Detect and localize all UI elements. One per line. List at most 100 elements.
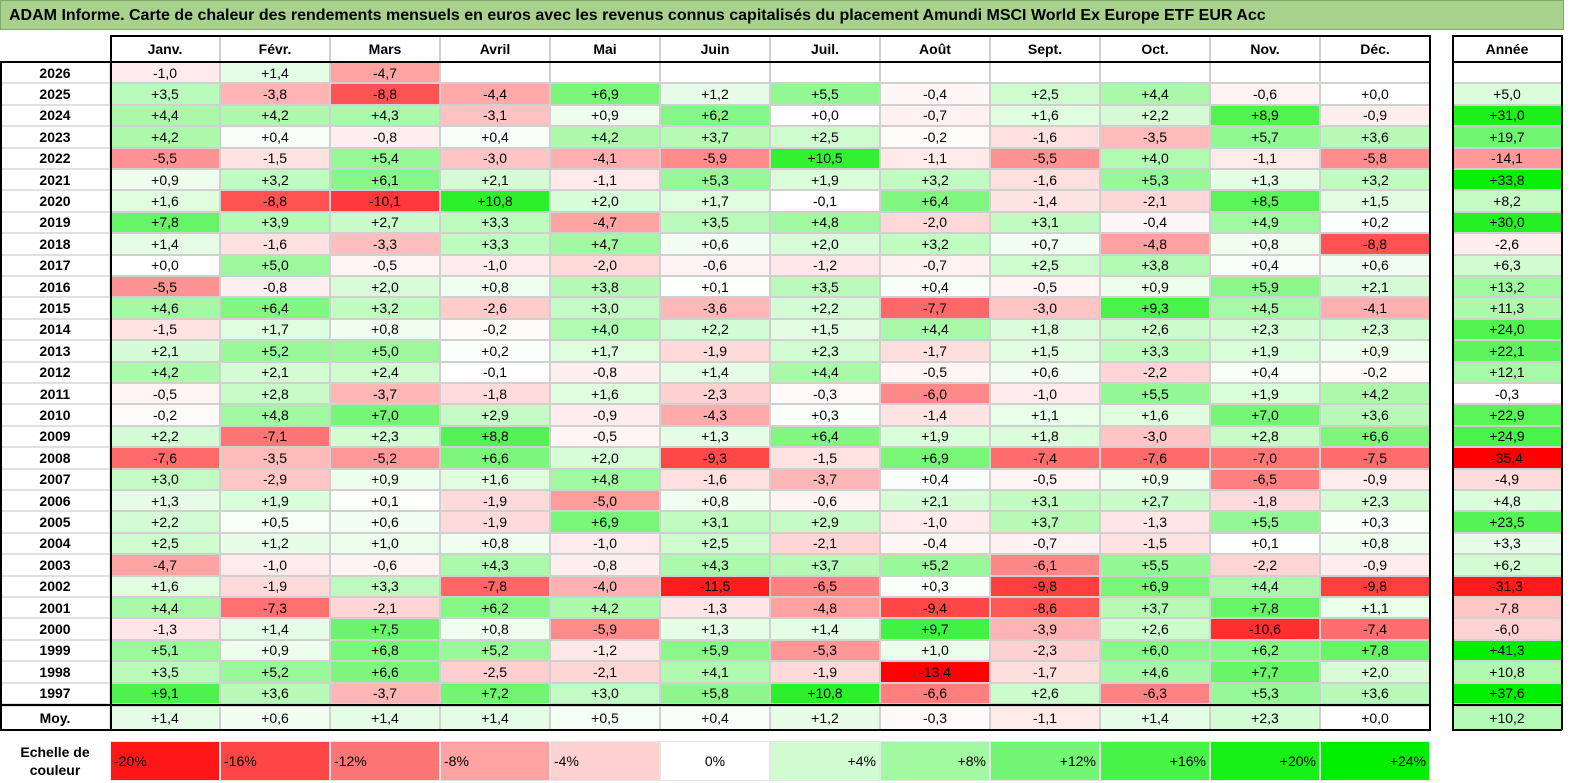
heatmap-cell: +2,9 [770,511,880,533]
heatmap-cell: -7,6 [110,447,220,469]
heatmap-cell: +0,4 [660,706,770,730]
chart-title: ADAM Informe. Carte de chaleur des rende… [0,0,1564,30]
heatmap-cell: -1,1 [880,147,990,169]
heatmap-cell: +1,1 [990,404,1100,426]
heatmap-cell: +4,4 [110,597,220,619]
heatmap-cell: -1,5 [110,318,220,341]
heatmap-cell: +0,8 [330,318,440,341]
heatmap-cell: +5,4 [330,147,440,169]
heatmap-cell: +6,9 [880,447,990,469]
heatmap-cell: +4,4 [880,318,990,341]
heatmap-cell: +3,8 [1100,254,1210,276]
heatmap-cell: +7,7 [1210,661,1320,683]
heatmap-cell: -1,3 [1100,511,1210,533]
color-scale-step: -4% [550,741,660,781]
heatmap-cell: -0,4 [880,532,990,555]
heatmap-cell: +6,2 [660,104,770,127]
annual-return-cell: +37,6 [1452,682,1562,704]
heatmap-cell: +9,3 [1100,297,1210,319]
heatmap-cell: +2,5 [990,254,1100,276]
heatmap-cell [770,62,880,84]
heatmap-cell: +2,5 [990,83,1100,105]
heatmap-cell: +0,8 [1320,532,1430,555]
heatmap-cell: +0,6 [990,361,1100,383]
grid-border [1452,35,1562,37]
heatmap-cell: -7,8 [440,575,550,597]
annual-return-cell: -7,8 [1452,597,1562,619]
heatmap-cell: -0,5 [330,254,440,276]
heatmap-cell [550,62,660,84]
heatmap-cell: +3,6 [1320,404,1430,426]
heatmap-cell: -1,0 [550,532,660,555]
heatmap-cell: +1,4 [1100,706,1210,730]
heatmap-cell: -1,3 [110,618,220,640]
heatmap-cell: +4,9 [1210,211,1320,234]
heatmap-cell: +6,0 [1100,639,1210,662]
heatmap-cell: -0,2 [440,318,550,341]
heatmap-cell: -2,3 [660,383,770,405]
year-row-label: 2018 [0,233,110,255]
heatmap-cell: +2,3 [1210,706,1320,730]
heatmap-cell: +0,4 [440,126,550,148]
heatmap-cell: -4,8 [770,597,880,619]
annual-return-cell: +10,8 [1452,661,1562,683]
heatmap-cell: +4,2 [220,104,330,127]
heatmap-cell: +4,0 [550,318,660,341]
year-row-label: 2014 [0,318,110,341]
heatmap-cell: +2,7 [1100,490,1210,512]
annual-return-cell: +11,3 [1452,297,1562,319]
heatmap-cell: -7,3 [220,597,330,619]
heatmap-cell: +0,8 [660,490,770,512]
heatmap-cell: -9,4 [880,597,990,619]
heatmap-cell: +5,1 [110,639,220,662]
heatmap-cell: -1,5 [220,147,330,169]
heatmap-cell: -1,6 [660,468,770,490]
heatmap-cell: -0,9 [550,404,660,426]
heatmap-cell: +1,0 [330,532,440,555]
heatmap-cell: -0,8 [550,361,660,383]
grid-border [1561,35,1563,730]
heatmap-cell: +6,4 [770,425,880,448]
heatmap-cell: +3,7 [990,511,1100,533]
heatmap-cell: +0,4 [220,126,330,148]
heatmap-cell: +1,9 [220,490,330,512]
heatmap-cell: +1,9 [770,169,880,191]
heatmap-cell: +3,2 [220,169,330,191]
heatmap-cell: +5,3 [660,169,770,191]
heatmap-cell: +9,7 [880,618,990,640]
heatmap-cell: +2,2 [1100,104,1210,127]
heatmap-cell: +7,8 [1210,597,1320,619]
heatmap-cell: +3,2 [1320,169,1430,191]
color-scale-step: +8% [880,741,990,781]
annual-return-cell: +13,2 [1452,276,1562,298]
heatmap-cell: +5,5 [1100,383,1210,405]
heatmap-cell: -5,9 [550,618,660,640]
heatmap-cell: +7,2 [440,682,550,704]
heatmap-cell: -1,6 [990,126,1100,148]
color-scale-step: +24% [1320,741,1430,781]
heatmap-cell: +7,8 [110,211,220,234]
heatmap-cell: +1,4 [220,618,330,640]
heatmap-cell: -1,9 [660,340,770,362]
heatmap-cell: -5,5 [990,147,1100,169]
color-scale-step: 0% [660,741,770,781]
heatmap-cell: +1,4 [330,706,440,730]
heatmap-cell: -5,3 [770,639,880,662]
heatmap-cell: +0,6 [660,233,770,255]
annual-return-cell: +19,7 [1452,126,1562,148]
heatmap-cell: +4,6 [1100,661,1210,683]
color-scale-step: -8% [440,741,550,781]
heatmap-cell: +5,0 [330,340,440,362]
heatmap-cell: -0,8 [550,554,660,576]
heatmap-cell: -1,5 [1100,532,1210,555]
heatmap-cell [440,62,550,84]
column-header: Nov. [1210,35,1320,62]
heatmap-cell: +3,0 [550,297,660,319]
heatmap-cell: +4,3 [660,554,770,576]
heatmap-cell: -2,1 [330,597,440,619]
heatmap-cell: +3,1 [990,490,1100,512]
heatmap-cell: -7,4 [1320,618,1430,640]
heatmap-cell: +1,7 [550,340,660,362]
heatmap-cell: -1,4 [880,404,990,426]
annual-return-cell: -14,1 [1452,147,1562,169]
